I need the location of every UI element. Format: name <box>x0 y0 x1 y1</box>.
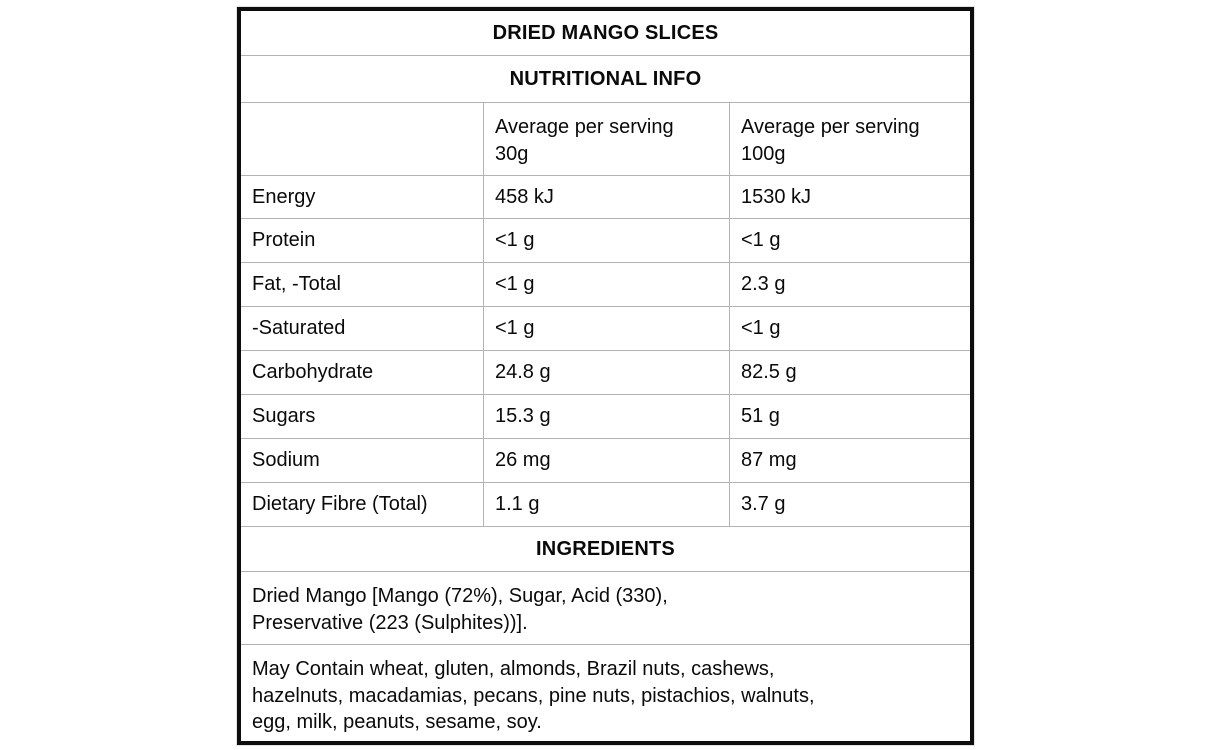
value-per-30g: 458 kJ <box>483 176 729 218</box>
ingredients-list-text: Dried Mango [Mango (72%), Sugar, Acid (3… <box>252 585 668 634</box>
column-header-row: Average per serving 30g Average per serv… <box>241 102 970 175</box>
nutrient-row-sugars: Sugars 15.3 g 51 g <box>241 394 970 438</box>
nutrient-label: Protein <box>252 229 316 251</box>
value-per-100g: 87 mg <box>729 439 970 482</box>
value-per-100g: 82.5 g <box>729 351 970 394</box>
may-contain-text: May Contain wheat, gluten, almonds, Braz… <box>252 658 815 733</box>
product-title: DRIED MANGO SLICES <box>492 21 719 44</box>
nutrient-label: -Saturated <box>252 317 346 339</box>
value-per-100g: 2.3 g <box>729 263 970 306</box>
nutrient-label: Fat, -Total <box>252 273 341 295</box>
ingredients-list-row: Dried Mango [Mango (72%), Sugar, Acid (3… <box>241 571 970 644</box>
value-per-100g: 3.7 g <box>729 483 970 526</box>
value-per-100g: 51 g <box>729 395 970 438</box>
may-contain-row: May Contain wheat, gluten, almonds, Braz… <box>241 644 970 744</box>
nutrient-row-saturated: -Saturated <1 g <1 g <box>241 306 970 350</box>
column-header-serving-100g: Average per serving 100g <box>729 103 970 175</box>
nutrient-row-fat-total: Fat, -Total <1 g 2.3 g <box>241 262 970 306</box>
value-per-30g: <1 g <box>483 263 729 306</box>
value-per-30g: 26 mg <box>483 439 729 482</box>
column-header-serving-30g: Average per serving 30g <box>483 103 729 175</box>
nutrient-label: Carbohydrate <box>252 361 374 383</box>
value-per-100g: 1530 kJ <box>729 176 970 218</box>
value-per-100g: <1 g <box>729 219 970 262</box>
nutrient-row-dietary-fibre: Dietary Fibre (Total) 1.1 g 3.7 g <box>241 482 970 526</box>
nutrient-row-protein: Protein <1 g <1 g <box>241 218 970 262</box>
value-per-30g: <1 g <box>483 307 729 350</box>
nutrient-row-energy: Energy 458 kJ 1530 kJ <box>241 175 970 218</box>
nutrition-label: DRIED MANGO SLICES NUTRITIONAL INFO Aver… <box>237 7 974 745</box>
nutrient-label: Sugars <box>252 405 316 427</box>
ingredients-heading: INGREDIENTS <box>241 526 970 571</box>
value-per-100g: <1 g <box>729 307 970 350</box>
nutrient-label: Energy <box>252 185 316 208</box>
value-per-30g: 24.8 g <box>483 351 729 394</box>
value-per-30g: 1.1 g <box>483 483 729 526</box>
nutrient-label: Dietary Fibre (Total) <box>252 493 428 515</box>
nutritional-info-heading: NUTRITIONAL INFO <box>241 55 970 102</box>
nutrient-row-sodium: Sodium 26 mg 87 mg <box>241 438 970 482</box>
nutrient-label: Sodium <box>252 449 320 471</box>
column-header-empty <box>241 103 483 175</box>
value-per-30g: <1 g <box>483 219 729 262</box>
value-per-30g: 15.3 g <box>483 395 729 438</box>
nutrient-row-carbohydrate: Carbohydrate 24.8 g 82.5 g <box>241 350 970 394</box>
